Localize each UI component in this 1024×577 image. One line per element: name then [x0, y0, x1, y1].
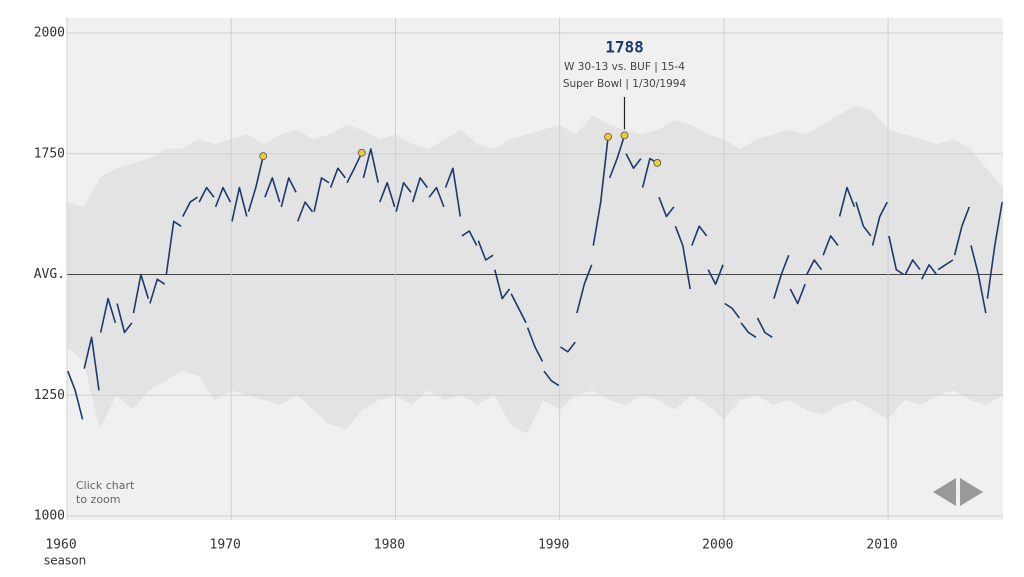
x-tick-label: 1960	[45, 538, 76, 553]
elo-line	[67, 135, 1003, 420]
prev-arrow[interactable]	[933, 478, 956, 506]
x-tick-label: 1980	[374, 538, 405, 553]
highlight-dot	[604, 132, 612, 141]
zoom-hint: to zoom	[76, 493, 121, 506]
annotation-text: W 30-13 vs. BUF | 15-4	[564, 61, 685, 73]
zoom-hint: Click chart	[76, 479, 135, 492]
highlight-dot	[653, 159, 662, 167]
x-axis-label: season	[44, 554, 86, 568]
highlight-dot	[259, 152, 268, 161]
y-tick-label: 1000	[34, 509, 65, 524]
y-tick-label: 1250	[34, 388, 65, 403]
annotation-value: 1788	[605, 38, 644, 57]
x-tick-label: 2010	[866, 538, 897, 553]
x-tick-label: 1990	[538, 538, 569, 553]
x-tick-label: 2000	[702, 538, 733, 553]
y-tick-label: 1750	[34, 146, 65, 161]
highlight-dot	[620, 131, 629, 140]
highlight-dot	[357, 148, 366, 157]
y-tick-label: AVG.	[34, 267, 65, 282]
annotation-text: Super Bowl | 1/30/1994	[563, 78, 687, 90]
range-band	[67, 105, 1003, 434]
next-arrow[interactable]	[960, 478, 983, 506]
y-tick-label: 2000	[34, 26, 65, 41]
x-tick-label: 1970	[210, 538, 241, 553]
nav-arrows[interactable]	[933, 478, 983, 506]
